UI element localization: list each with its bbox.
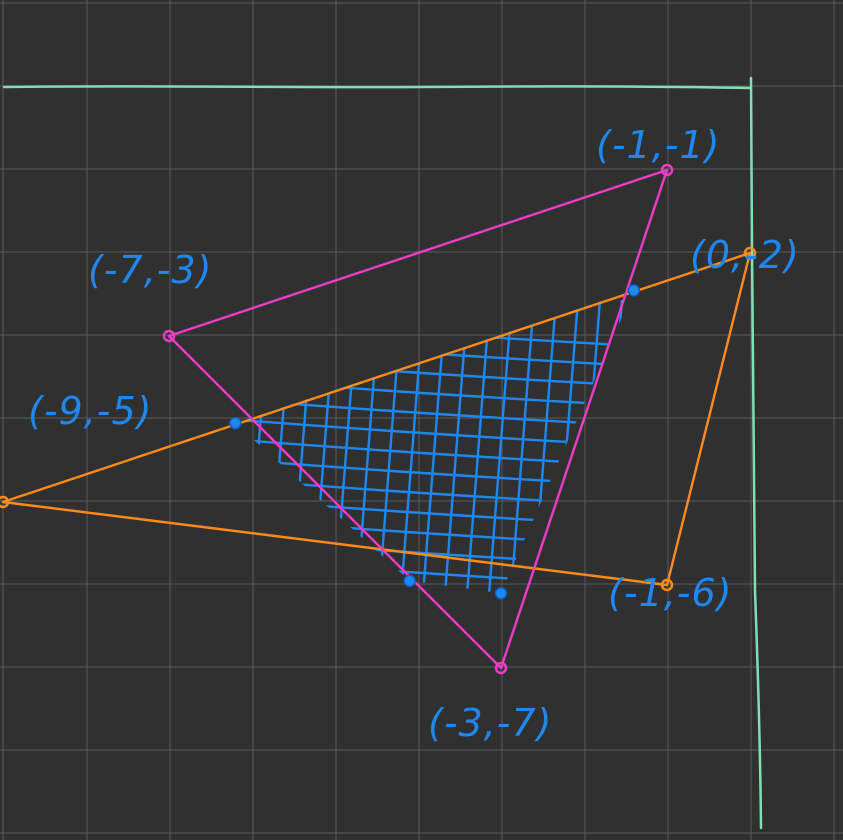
label-a-vertex-1: (-1,-1) [596, 123, 721, 167]
hatch-v-6 [375, 299, 404, 594]
triangle-a [162, 163, 674, 675]
hatch-v-4 [331, 299, 360, 594]
hatch-v-3 [309, 299, 338, 594]
intersection-point-4 [494, 587, 508, 600]
intersection-hatch [239, 299, 640, 646]
hatch-v-0 [243, 299, 272, 594]
x-axis-line [2, 85, 752, 90]
label-a-vertex-2: (-7,-3) [88, 248, 213, 292]
triangle-b-vertex-2-dot [0, 495, 10, 509]
hatch-v-11 [485, 299, 514, 594]
triangle-b-vertex-3-dot [660, 578, 674, 592]
hatch-h-10 [239, 518, 634, 548]
intersection-point-1 [627, 284, 641, 297]
hatch-h-11 [239, 538, 634, 568]
triangle-b-edge-2 [1, 500, 669, 587]
hatch-v-5 [353, 299, 382, 594]
triangle-a-edge-3 [499, 168, 669, 670]
triangle-a-vertex-1-dot [660, 163, 674, 177]
triangle-a-edge-2 [167, 334, 503, 670]
hatch-v-15 [573, 299, 602, 594]
label-b-vertex-2: (-9,-5) [28, 389, 153, 433]
label-b-vertex-1: (0,-2) [690, 233, 800, 277]
hatch-v-1 [265, 299, 294, 594]
hatch-h-8 [239, 478, 634, 508]
triangle-b-edge-3 [665, 251, 752, 587]
triangle-a-edge-1 [167, 168, 669, 338]
hatch-lines [239, 299, 640, 646]
hatch-h-0 [239, 318, 634, 348]
intersection-point-2 [229, 416, 242, 430]
triangle-a-vertex-2-dot [162, 329, 176, 343]
hatch-h-15 [240, 620, 640, 646]
axes [2, 76, 763, 830]
intersection-points [229, 284, 641, 600]
label-b-vertex-3: (-1,-6) [608, 571, 733, 615]
triangle-a-vertex-3-dot [494, 661, 508, 675]
hatch-h-9 [239, 498, 634, 528]
intersection-point-3 [403, 574, 416, 588]
hatch-h-14 [240, 600, 640, 626]
triangle-b-vertex-1-dot [743, 246, 757, 260]
vertex-labels: (-1,-1) (-7,-3) (-3,-7) (0,-2) (-9,-5) (… [28, 123, 800, 745]
label-a-vertex-3: (-3,-7) [428, 701, 553, 745]
hatch-h-6 [239, 438, 634, 468]
y-axis-line [749, 76, 763, 830]
